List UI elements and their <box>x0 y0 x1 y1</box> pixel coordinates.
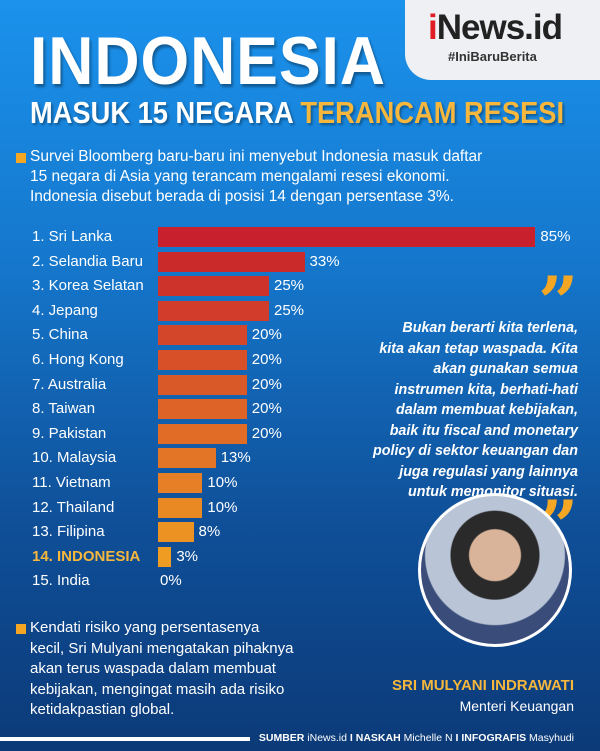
divider <box>0 737 250 741</box>
quote-text: Bukan berarti kita terlena, kita akan te… <box>325 318 578 503</box>
value-label: 20% <box>251 400 282 418</box>
category-label: 6. Hong Kong <box>32 351 124 368</box>
outro-line: akan terus waspada dalam membuat <box>30 660 276 677</box>
category-label: 4. Jepang <box>32 301 98 319</box>
title-line2: MASUK 15 NEGARA TERANCAM RESESI <box>30 95 564 131</box>
title-line1: INDONESIA <box>30 23 386 99</box>
value-label: 20% <box>251 375 282 393</box>
category-label: 7. Australia <box>32 375 107 393</box>
intro-line: Survei Bloomberg baru-baru ini menyebut … <box>30 148 483 165</box>
person-role: Menteri Keuangan <box>459 698 574 714</box>
outro-line: kebijakan, mengingat masih ada risiko <box>30 680 285 698</box>
bar <box>158 497 203 518</box>
category-label: 15. India <box>32 572 90 590</box>
category-label: 10. Malaysia <box>32 449 117 467</box>
bar <box>158 399 247 420</box>
category-label: 14. INDONESIA <box>32 547 141 565</box>
quote-line: akan gunakan semua <box>433 361 578 377</box>
outro-text: Kendati risiko yang persentasenya kecil,… <box>30 618 293 721</box>
value-label: 0% <box>160 572 182 590</box>
value-label: 8% <box>198 523 221 541</box>
value-label: 3% <box>176 547 198 565</box>
category-label: 9. Pakistan <box>32 424 107 442</box>
bar <box>158 251 305 272</box>
value-label: 25% <box>274 301 305 319</box>
bar <box>158 374 247 395</box>
bullet-icon <box>16 624 26 634</box>
outro-line: kecil, Sri Mulyani mengatakan pihaknya <box>30 639 294 657</box>
category-label: 8. Taiwan <box>32 400 96 418</box>
outro-line: Kendati risiko yang persentasenya <box>30 619 260 636</box>
quote-line: juga regulasi yang lainnya <box>399 463 578 480</box>
quote-line: policy di sektor keuangan dan <box>373 443 578 459</box>
bar <box>158 546 172 567</box>
logo-panel <box>405 0 600 80</box>
value-label: 20% <box>251 424 282 442</box>
quote-line: Bukan berarti kita terlena, <box>402 320 578 336</box>
category-label: 13. Filipina <box>32 523 105 541</box>
value-label: 20% <box>251 326 282 344</box>
quote-line: kita akan tetap waspada. Kita <box>379 340 578 357</box>
quote-line: dalam membuat kebijakan, <box>396 402 578 418</box>
bar <box>158 276 269 297</box>
category-label: 5. China <box>32 326 88 344</box>
quote-line: baik itu fiscal and monetary <box>389 422 578 439</box>
value-label: 10% <box>207 474 238 491</box>
brand-logo: iNews.id <box>428 8 563 47</box>
value-label: 13% <box>220 449 251 467</box>
intro-line: Indonesia disebut berada di posisi 14 de… <box>30 188 454 205</box>
category-label: 1. Sri Lanka <box>32 228 113 245</box>
bar <box>158 473 203 493</box>
quote-line: instrumen kita, berhati-hati <box>394 381 578 398</box>
bar <box>158 325 247 346</box>
bar <box>158 227 536 247</box>
value-label: 10% <box>207 498 238 516</box>
bullet-icon <box>16 153 26 163</box>
bar <box>158 350 247 370</box>
category-label: 12. Thailand <box>32 498 115 516</box>
value-label: 85% <box>540 228 571 245</box>
bar <box>158 423 247 444</box>
bar <box>158 522 194 543</box>
value-label: 33% <box>309 252 340 270</box>
value-label: 20% <box>251 351 282 368</box>
category-label: 11. Vietnam <box>32 474 111 491</box>
tagline: #IniBaruBerita <box>448 49 537 64</box>
title-yellow: TERANCAM RESESI <box>300 95 565 130</box>
intro-line: 15 negara di Asia yang terancam mengalam… <box>30 168 450 185</box>
title-white: MASUK 15 NEGARA <box>30 95 293 130</box>
person-name: SRI MULYANI INDRAWATI <box>392 677 574 694</box>
quote-line: untuk memonitor situasi. <box>408 484 578 500</box>
intro-text: Survei Bloomberg baru-baru ini menyebut … <box>30 147 482 207</box>
bar <box>158 300 269 321</box>
quote-open-icon: ” <box>538 261 579 344</box>
person-photo <box>418 493 572 647</box>
value-label: 25% <box>274 277 305 295</box>
category-label: 2. Selandia Baru <box>32 252 143 270</box>
category-label: 3. Korea Selatan <box>32 277 144 295</box>
bar <box>158 448 216 469</box>
outro-line: ketidakpastian global. <box>30 701 175 718</box>
credits: SUMBER iNews.id I NASKAH Michelle N I IN… <box>258 732 574 744</box>
